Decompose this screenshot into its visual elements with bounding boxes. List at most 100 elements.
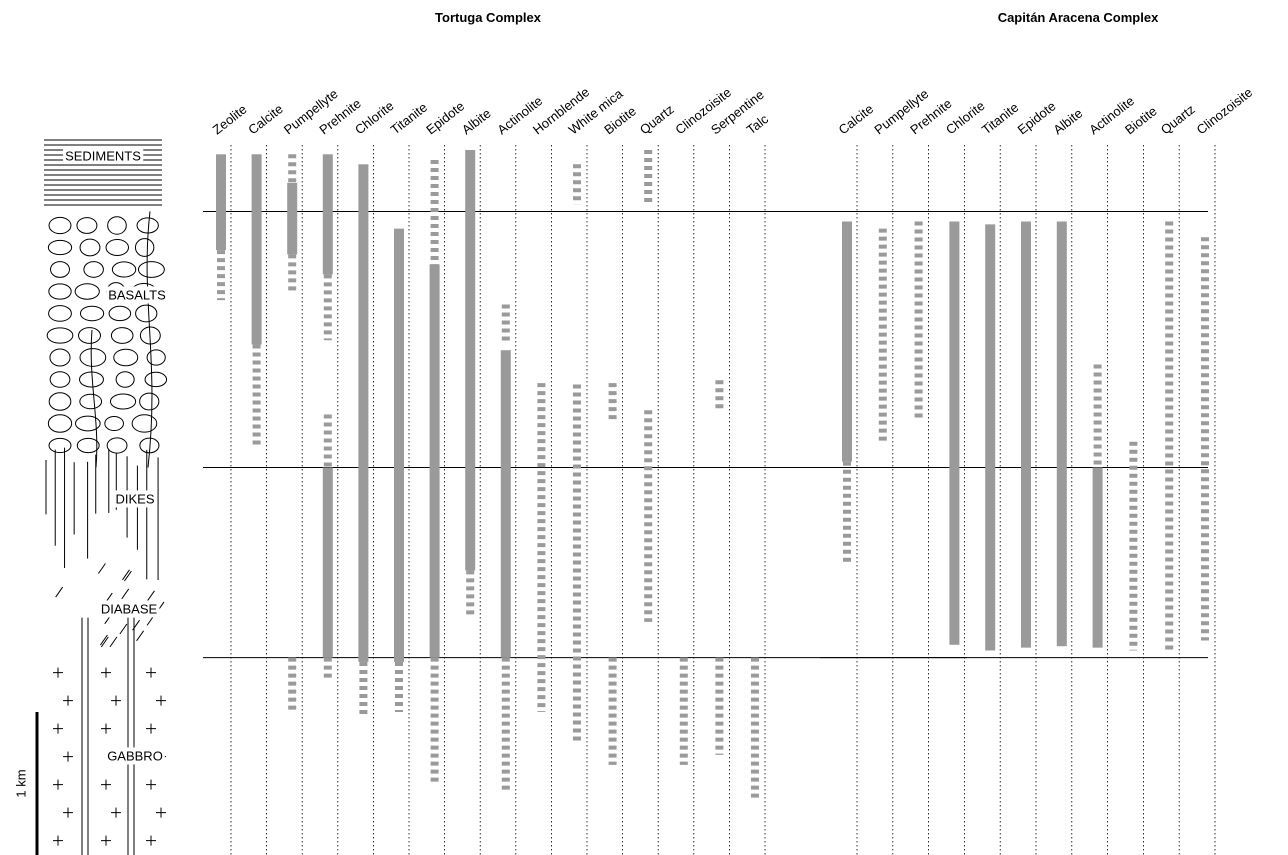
gabbro-cross	[146, 724, 156, 734]
range-bar	[465, 150, 475, 570]
pillow	[105, 416, 124, 430]
complex-title: Tortuga Complex	[435, 10, 542, 25]
range-bar	[287, 183, 297, 255]
pillow	[49, 306, 72, 322]
gabbro-cross	[53, 724, 63, 734]
gabbro-cross	[146, 780, 156, 790]
pillow	[111, 328, 133, 344]
pillow	[49, 284, 71, 299]
range-bar	[323, 467, 333, 657]
gabbro-cross	[101, 836, 111, 846]
pillow	[48, 415, 71, 432]
mineral-label: Titanite	[388, 100, 430, 138]
range-bar	[1057, 222, 1067, 647]
range-bar	[430, 264, 440, 657]
pillow	[49, 438, 71, 452]
pillow	[47, 328, 73, 343]
gabbro-cross	[156, 696, 166, 706]
pillow	[135, 239, 153, 257]
range-bar	[949, 222, 959, 645]
pillow	[132, 415, 157, 432]
pillow	[137, 218, 158, 233]
mineral-label: Calcite	[245, 101, 286, 137]
pillow	[136, 305, 157, 322]
pillow	[107, 438, 127, 453]
gabbro-cross	[101, 724, 111, 734]
pillow	[112, 262, 135, 277]
gabbro-cross	[111, 696, 121, 706]
pillow	[77, 218, 97, 234]
figure: SEDIMENTS BASALTS DIKES DIABASE GABBRO 1 km To…	[0, 0, 1288, 855]
range-bar	[501, 350, 511, 657]
gabbro-cross	[53, 668, 63, 678]
pillow	[80, 394, 102, 409]
gabbro-cross	[101, 668, 111, 678]
lithology-label: DIKES	[115, 491, 154, 506]
pillow	[48, 240, 71, 254]
pillow	[75, 284, 99, 299]
diabase-mark	[137, 631, 144, 641]
gabbro-cross	[146, 836, 156, 846]
pillow	[84, 262, 104, 278]
lithology-label: BASALTS	[108, 287, 166, 302]
range-bar	[1021, 222, 1031, 648]
pillow	[145, 372, 167, 386]
pillow	[50, 372, 70, 388]
pillow	[138, 262, 164, 278]
diabase-mark	[147, 591, 154, 601]
range-bar	[252, 154, 262, 344]
diabase-mark	[56, 587, 63, 597]
pillow	[147, 350, 165, 365]
pillow	[77, 438, 99, 452]
dike-trace	[91, 330, 97, 467]
range-bar	[394, 229, 404, 662]
mineral-label: Calcite	[836, 101, 877, 137]
range-bar	[358, 164, 368, 662]
gabbro-cross	[111, 808, 121, 818]
pillow	[108, 217, 127, 235]
gabbro-cross	[53, 780, 63, 790]
mineral-label: Quartz	[637, 102, 677, 138]
pillow	[80, 349, 106, 367]
mineral-label: Epidote	[423, 98, 467, 137]
diabase-mark	[110, 637, 117, 647]
range-bar	[216, 154, 226, 250]
pillow	[106, 240, 128, 256]
gabbro-cross	[63, 752, 73, 762]
gabbro-cross	[101, 780, 111, 790]
pillow	[114, 349, 138, 366]
pillow	[50, 349, 70, 366]
pillow	[80, 239, 100, 256]
range-bar	[842, 222, 852, 462]
dike-trace	[147, 211, 152, 467]
pillow	[116, 372, 134, 387]
gabbro-cross	[156, 808, 166, 818]
lithology-label: DIABASE	[101, 601, 158, 616]
mineral-label: Clinozoisite	[1194, 85, 1256, 138]
gabbro-cross	[53, 836, 63, 846]
gabbro-cross	[146, 668, 156, 678]
pillow	[80, 306, 103, 321]
complex-title: Capitán Aracena Complex	[998, 10, 1159, 25]
lithology-label: SEDIMENTS	[65, 148, 141, 163]
range-bar	[985, 224, 995, 650]
gabbro-cross	[63, 696, 73, 706]
mineral-label: Quartz	[1158, 102, 1198, 138]
pillow	[49, 217, 71, 233]
range-bar	[323, 154, 333, 274]
pillow	[140, 393, 159, 410]
diabase-mark	[120, 624, 127, 634]
pillow	[80, 372, 104, 387]
range-bar	[1093, 467, 1103, 647]
gabbro-cross	[63, 808, 73, 818]
diabase-mark	[122, 589, 129, 599]
pillow	[110, 394, 135, 409]
pillow	[51, 262, 70, 278]
mineral-label: Epidote	[1015, 98, 1059, 137]
diabase-mark	[98, 564, 105, 574]
pillow	[49, 393, 71, 410]
mineral-label: Zeolite	[210, 102, 250, 138]
pillow	[79, 328, 101, 344]
scale-label: 1 km	[13, 769, 28, 797]
lithology-label: GABBRO	[107, 748, 163, 763]
